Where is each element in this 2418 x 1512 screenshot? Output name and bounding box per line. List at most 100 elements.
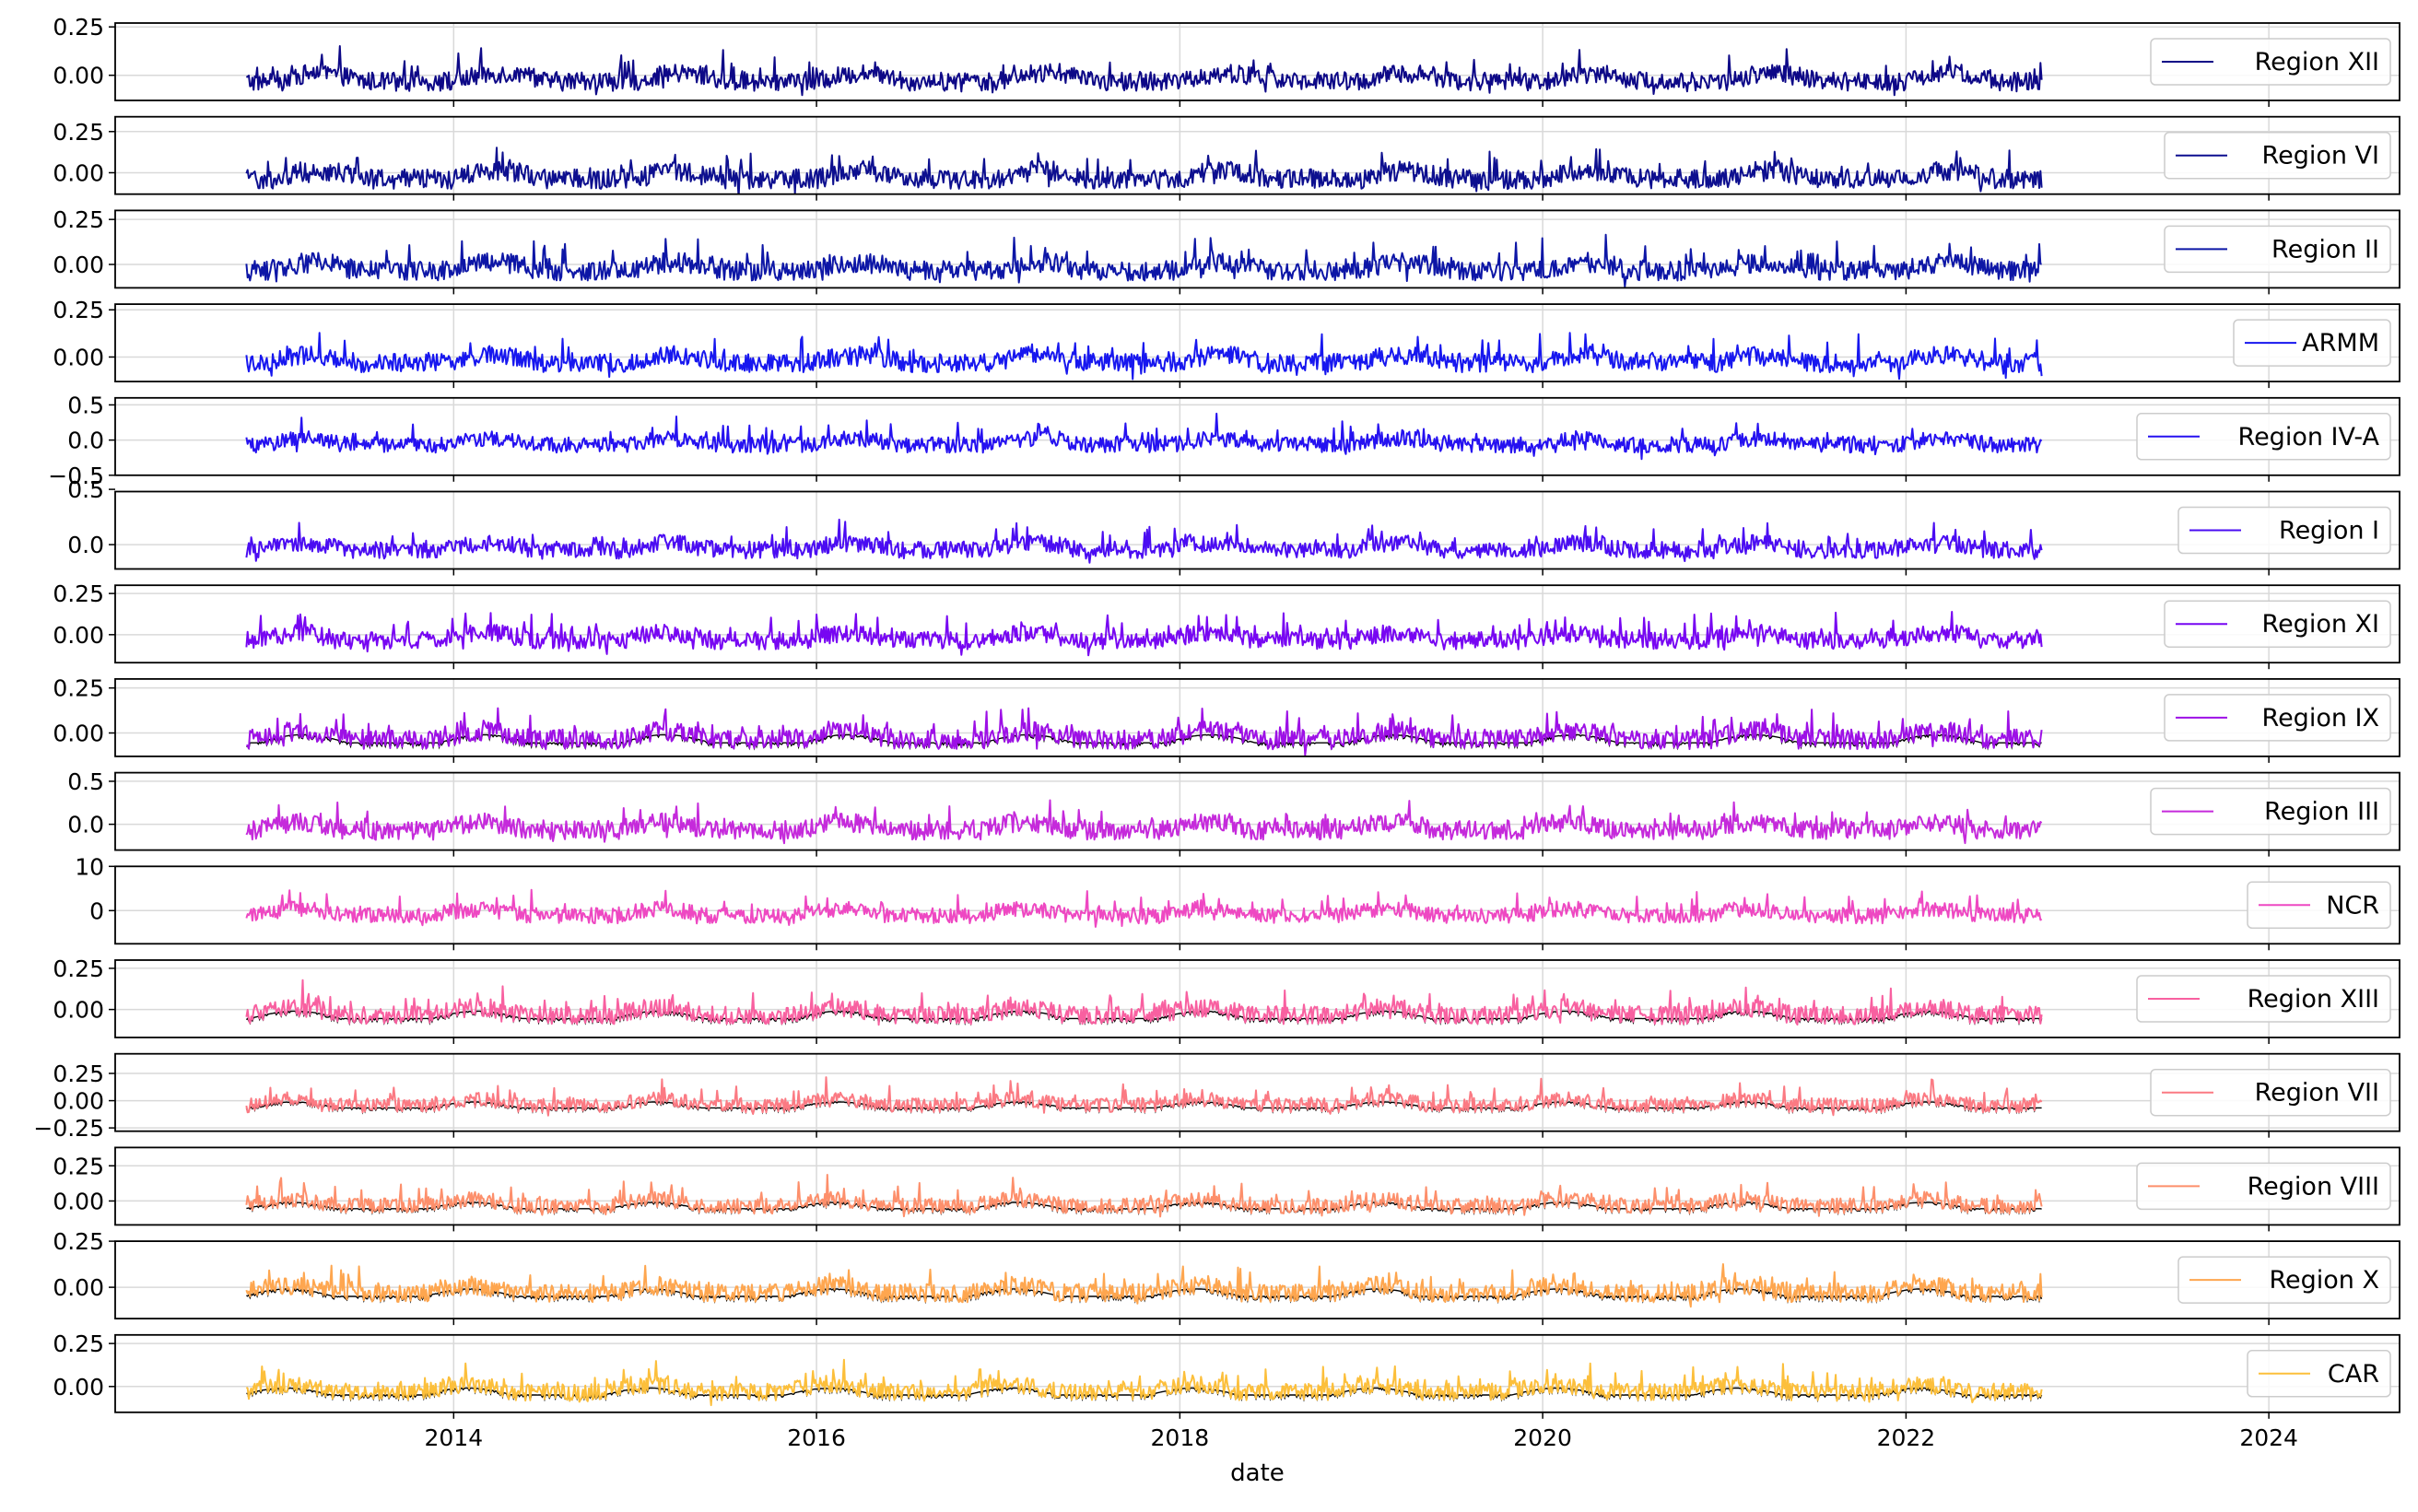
x-tick-label: 2022 — [1877, 1424, 1936, 1451]
y-tick-label: 0.00 — [53, 622, 104, 649]
x-tick-label: 2020 — [1513, 1424, 1572, 1451]
y-tick-label: 0.00 — [53, 1374, 104, 1401]
series-line — [245, 1263, 2043, 1308]
subplot-frame — [114, 1052, 2400, 1132]
subplot-region-vi: 0.00 0.25 Region VI — [53, 115, 2400, 201]
series-line — [245, 611, 2043, 657]
subplot-frame — [114, 490, 2400, 570]
y-tick-label: 0.0 — [67, 428, 104, 454]
subplot-region-x: 0.00 0.25 Region X — [53, 1228, 2400, 1326]
y-tick-label: 0.00 — [53, 63, 104, 89]
subplot-frame — [114, 1333, 2400, 1413]
y-tick-label: 0.25 — [53, 1153, 104, 1179]
y-tick-label: 0 — [89, 897, 104, 924]
series-line — [245, 332, 2043, 381]
y-tick-label: 0.25 — [53, 1061, 104, 1087]
subplot-region-iv-a: 0.5 0.0 −0.5 Region IV-A — [48, 392, 2400, 489]
subplot-ncr: 0 10 NCR — [75, 853, 2400, 951]
legend-label: Region VII — [2255, 1079, 2379, 1108]
legend-box — [2150, 787, 2391, 836]
legend-label: CAR — [2328, 1360, 2379, 1389]
legend-box — [2247, 881, 2391, 930]
legend-label: Region I — [2279, 517, 2379, 545]
y-tick-label: 0.00 — [53, 344, 104, 370]
y-tick-label: 0.25 — [53, 580, 104, 607]
y-tick-label: 0.25 — [53, 119, 104, 146]
subplot-armm: 0.00 0.25 ARMM — [53, 297, 2400, 389]
legend-label: NCR — [2326, 891, 2379, 920]
x-axis-label: date — [1230, 1459, 1285, 1487]
legend-box — [2136, 975, 2391, 1023]
subplot-region-xi: 0.00 0.25 Region XI — [53, 580, 2400, 670]
legend: Region IV-A — [2136, 413, 2391, 461]
legend-box — [2233, 319, 2391, 367]
subplot-frame — [114, 209, 2400, 289]
x-axis: 2014 2016 2018 2020 2022 2024 — [425, 1424, 2298, 1451]
legend: CAR — [2247, 1350, 2391, 1398]
subplot-region-xii: 0.00 0.25 Region XII — [53, 14, 2400, 107]
subplot-frame — [114, 584, 2400, 664]
y-tick-label: 0.25 — [53, 1228, 104, 1255]
subplot-frame — [114, 396, 2400, 476]
y-tick-label: 0.25 — [53, 297, 104, 323]
subplot-frame — [114, 22, 2400, 101]
y-tick-label: 0.00 — [53, 1274, 104, 1301]
y-tick-label: 0.25 — [53, 1330, 104, 1357]
legend-box — [2150, 1068, 2391, 1117]
legend-box — [2164, 694, 2391, 742]
legend: Region XII — [2150, 38, 2391, 86]
x-tick-label: 2016 — [787, 1424, 846, 1451]
series-line — [245, 979, 2043, 1026]
legend-label: Region VI — [2262, 142, 2379, 170]
x-tick-label: 2014 — [425, 1424, 484, 1451]
subplot-region-iii: 0.0 0.5 Region III — [67, 768, 2400, 857]
legend-box — [2136, 1162, 2391, 1211]
legend-box — [2177, 1256, 2391, 1304]
y-tick-label: 0.00 — [53, 1188, 104, 1214]
subplot-car: 0.00 0.25 CAR — [53, 1330, 2400, 1419]
legend: Region III — [2150, 787, 2391, 836]
series-line — [245, 888, 2043, 928]
legend-box — [2164, 131, 2391, 180]
x-tick-label: 2018 — [1151, 1424, 1210, 1451]
series-line — [245, 412, 2043, 461]
subplot-frame — [114, 771, 2400, 851]
legend-label: ARMM — [2302, 329, 2379, 357]
y-tick-label: 0.0 — [67, 812, 104, 838]
subplot-region-viii: 0.00 0.25 Region VIII — [53, 1146, 2400, 1232]
y-tick-label: 0.00 — [53, 252, 104, 278]
subplot-frame — [114, 303, 2400, 383]
legend-label: Region II — [2271, 235, 2379, 264]
legend-label: Region XII — [2255, 48, 2379, 76]
legend-label: Region IX — [2262, 704, 2379, 733]
legend: Region II — [2164, 225, 2391, 274]
y-tick-label: 0.00 — [53, 1088, 104, 1115]
legend: Region X — [2177, 1256, 2391, 1304]
series-line — [245, 1076, 2043, 1117]
series-line — [245, 147, 2043, 194]
legend-label: Region X — [2269, 1266, 2379, 1295]
series-line — [245, 1174, 2043, 1218]
y-tick-label: 0.5 — [67, 768, 104, 795]
subplot-frame — [114, 678, 2400, 757]
subplot-frame — [114, 865, 2400, 945]
series-line — [246, 707, 2043, 756]
y-tick-label: −0.5 — [48, 463, 104, 489]
legend-box — [2177, 506, 2391, 555]
y-tick-label: −0.25 — [33, 1115, 104, 1142]
legend-box — [2164, 225, 2391, 274]
y-tick-label: 0.5 — [67, 392, 104, 418]
y-tick-label: 0.25 — [53, 955, 104, 982]
legend-box — [2247, 1350, 2391, 1398]
y-tick-label: 0.00 — [53, 159, 104, 186]
legend: Region VII — [2150, 1068, 2391, 1117]
series-line — [245, 1358, 2043, 1407]
legend-label: Region III — [2264, 798, 2379, 826]
legend: Region VIII — [2136, 1162, 2391, 1211]
y-tick-label: 0.5 — [67, 476, 104, 503]
subplot-frame — [114, 1146, 2400, 1226]
subplot-frame — [114, 115, 2400, 195]
legend: NCR — [2247, 881, 2391, 930]
